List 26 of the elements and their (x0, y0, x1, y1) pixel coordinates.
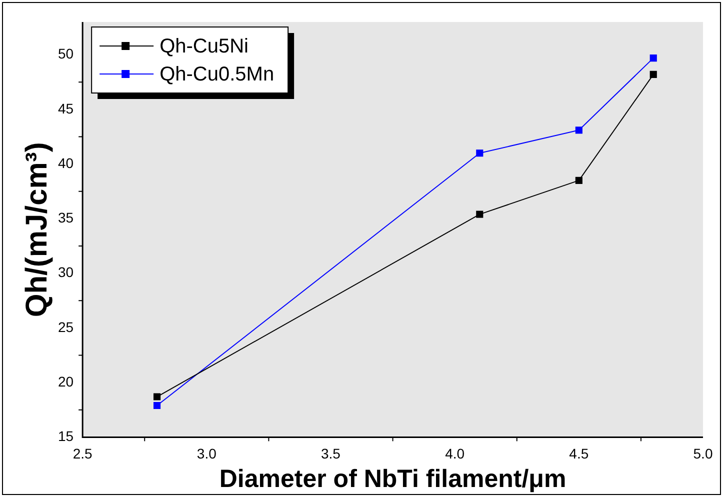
point (575, 176, 582, 184)
x-tick-label: 3.5 (321, 445, 341, 462)
point (153, 402, 161, 410)
x-tick-label: 2.5 (72, 445, 93, 462)
y-tick-label: 35 (58, 210, 74, 226)
legend-label: Qh-Cu5Ni (160, 36, 248, 58)
y-tick-label: 25 (58, 318, 74, 335)
y-tick-label: 50 (58, 46, 74, 62)
point (476, 210, 484, 218)
point (575, 126, 582, 134)
point (476, 150, 484, 157)
x-tick-label: 4.5 (569, 445, 589, 462)
x-tick-label: 4.0 (445, 445, 465, 462)
y-axis-title: Qh/(mJ/cm³) (20, 142, 54, 318)
y-tick-label: 45 (58, 100, 74, 116)
y-tick-label: 20 (58, 373, 74, 390)
point (153, 393, 161, 400)
legend-label: Qh-Cu0.5Mn (160, 64, 274, 86)
point (650, 54, 657, 62)
y-tick-label: 15 (58, 428, 74, 444)
x-axis-title: Diameter of NbTi filament/μm (219, 464, 566, 493)
y-tick-label: 30 (58, 264, 74, 280)
point (650, 70, 657, 78)
y-tick-label: 40 (58, 154, 74, 171)
x-tick-label: 5.0 (693, 445, 713, 462)
x-tick-label: 3.0 (196, 445, 217, 462)
